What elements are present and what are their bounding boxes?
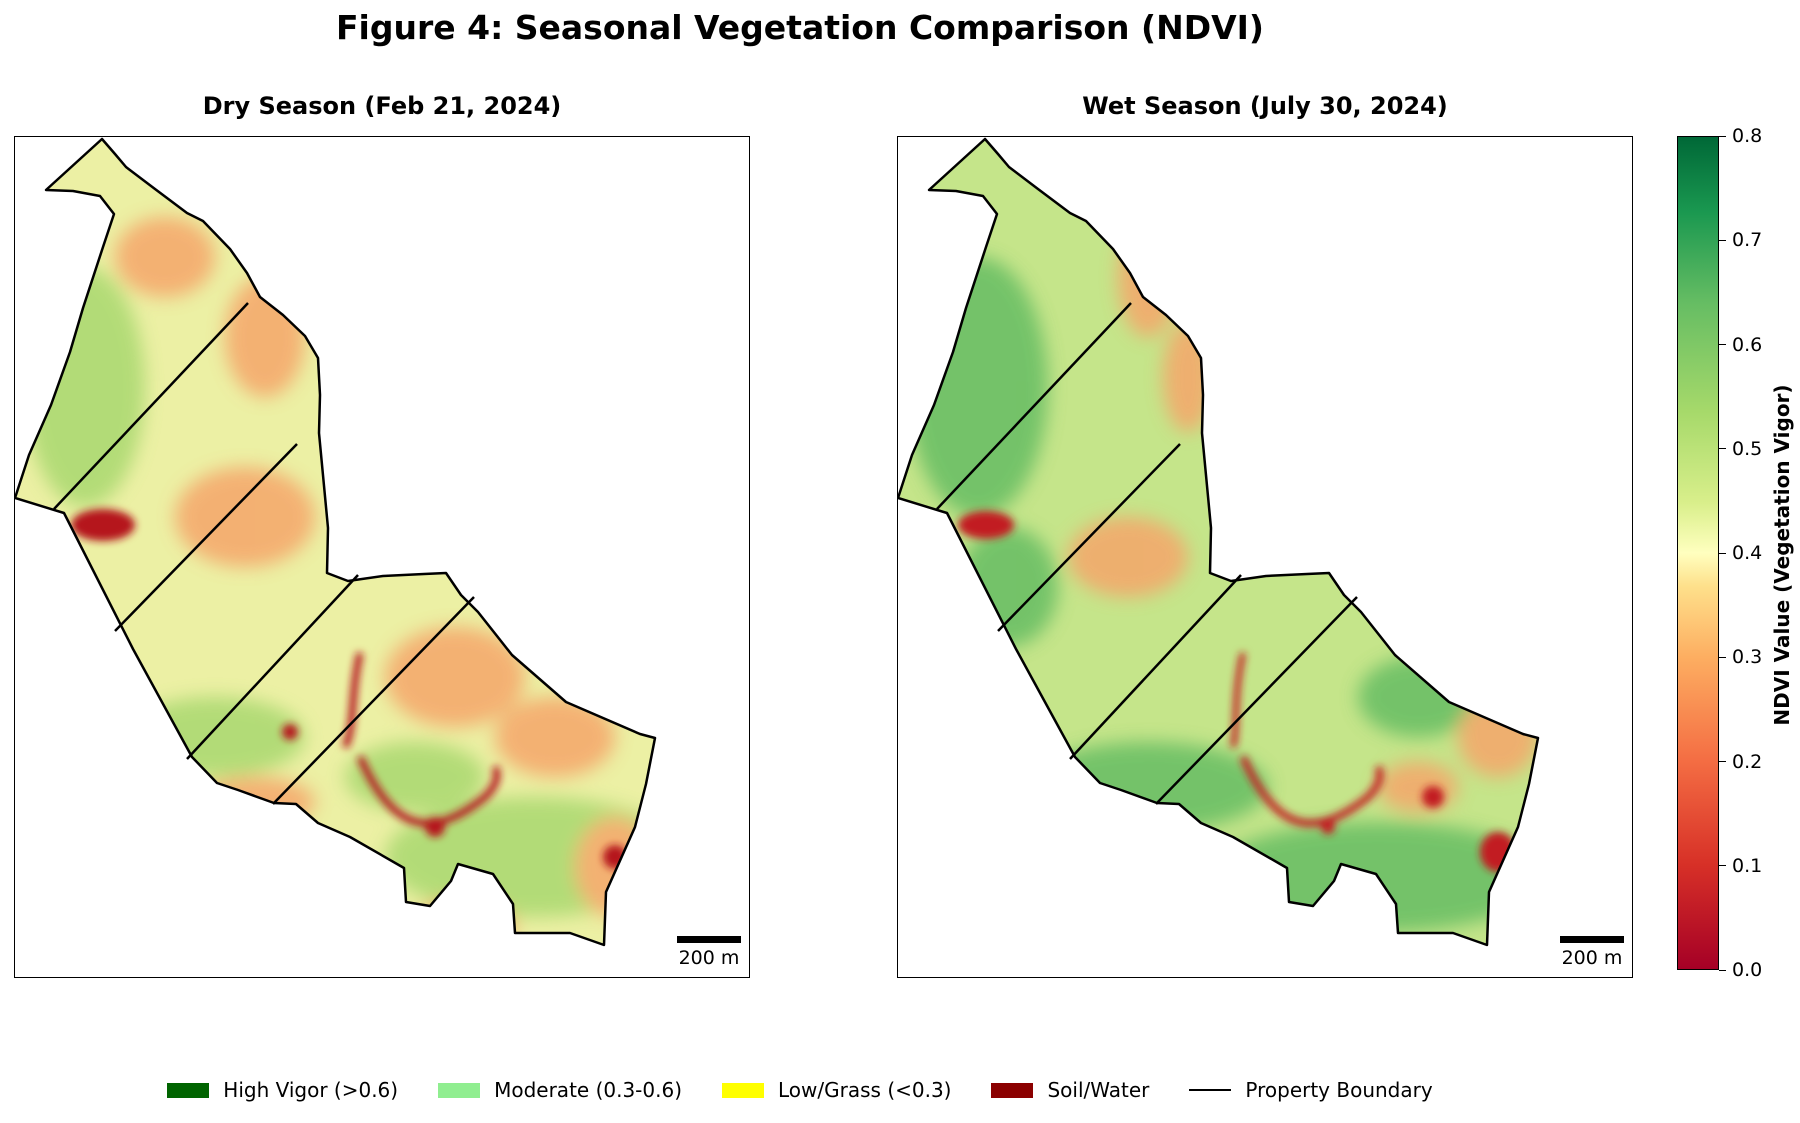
scale-bar-dry: 200 m: [677, 936, 741, 969]
map-dry-season: 200 m: [14, 136, 750, 978]
colorbar-tick: [1719, 552, 1726, 554]
parcel-dividers-wet: [936, 302, 1358, 805]
colorbar-tick: [1719, 344, 1726, 345]
scale-bar-line: [1560, 936, 1624, 943]
legend-color-swatch: [167, 1082, 210, 1098]
legend-color-swatch: [438, 1082, 481, 1098]
legend-color-swatch: [722, 1082, 765, 1098]
legend-label: Soil/Water: [1047, 1078, 1150, 1102]
colorbar-tick-label: 0.6: [1732, 333, 1763, 356]
legend-item: Soil/Water: [991, 1078, 1149, 1102]
map-wet-season: 200 m: [897, 136, 1633, 978]
colorbar-tick-label: 0.2: [1732, 750, 1763, 773]
panel-title-wet-season: Wet Season (July 30, 2024): [1082, 92, 1448, 120]
panel-title-dry-season: Dry Season (Feb 21, 2024): [202, 92, 562, 120]
colorbar-tick: [1719, 135, 1726, 137]
colorbar-tick-label: 0.3: [1732, 646, 1763, 669]
legend-color-swatch: [991, 1082, 1034, 1098]
colorbar-tick: [1719, 239, 1726, 241]
colorbar-tick-label: 0.8: [1732, 125, 1763, 147]
colorbar-tick-label: 0.5: [1732, 437, 1763, 460]
figure-title: Figure 4: Seasonal Vegetation Comparison…: [336, 8, 1264, 47]
colorbar-tick-label: 0.1: [1732, 854, 1763, 877]
legend-label: Moderate (0.3-0.6): [494, 1078, 683, 1102]
ndvi-map-dry: [15, 137, 657, 947]
scale-bar-line: [677, 936, 741, 943]
legend-label: High Vigor (>0.6): [223, 1078, 399, 1102]
property-boundary-dry: [15, 137, 657, 947]
colorbar-tick-label: 0.0: [1732, 959, 1763, 981]
colorbar-tick: [1719, 969, 1726, 971]
parcel-dividers-dry: [53, 302, 475, 805]
scale-bar-label: 200 m: [678, 947, 740, 969]
colorbar-tick: [1719, 656, 1726, 658]
colorbar-label: NDVI Value (Vegetation Vigor): [1770, 384, 1794, 726]
property-boundary-wet: [898, 137, 1540, 947]
ndvi-colorbar: [1677, 136, 1719, 970]
scale-bar-wet: 200 m: [1560, 936, 1624, 969]
legend-line-swatch: [1189, 1089, 1232, 1091]
colorbar-tick-label: 0.7: [1732, 229, 1763, 252]
legend-item: Property Boundary: [1189, 1078, 1433, 1102]
ndvi-map-wet: [898, 137, 1540, 947]
colorbar-tick: [1719, 448, 1726, 450]
colorbar-tick-label: 0.4: [1732, 542, 1763, 564]
legend-item: High Vigor (>0.6): [167, 1078, 398, 1102]
legend-label: Property Boundary: [1245, 1078, 1433, 1102]
legend-item: Moderate (0.3-0.6): [438, 1078, 682, 1102]
legend-item: Low/Grass (<0.3): [722, 1078, 951, 1102]
scale-bar-label: 200 m: [1561, 947, 1623, 969]
colorbar-tick: [1719, 865, 1726, 867]
legend-label: Low/Grass (<0.3): [778, 1078, 952, 1102]
legend: High Vigor (>0.6) Moderate (0.3-0.6) Low/G…: [0, 1078, 1600, 1102]
colorbar-tick: [1719, 761, 1726, 762]
